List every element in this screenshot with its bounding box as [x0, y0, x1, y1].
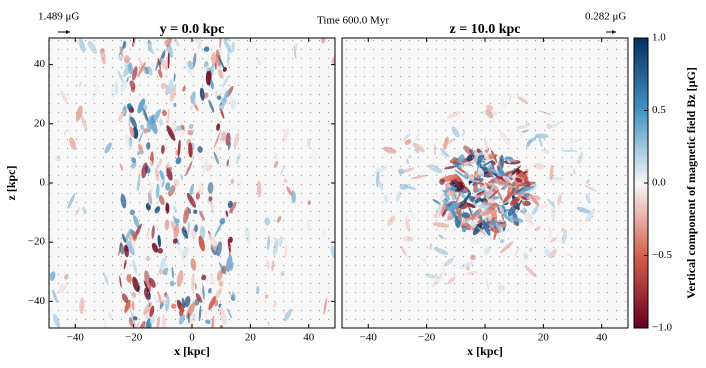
y-tick-label: 40: [34, 58, 46, 70]
x-tick-label: −40: [67, 332, 85, 344]
x-axis-label: x [kpc]: [467, 344, 503, 358]
quiver-field: [342, 38, 628, 328]
panel-title: z = 10.0 kpc: [450, 22, 521, 37]
y-tick-label: 20: [34, 117, 46, 129]
panel-title: y = 0.0 kpc: [160, 22, 225, 37]
reference-vector-label: 1.489 μG: [38, 11, 79, 23]
colorbar-tick-label: 0.0: [652, 177, 666, 189]
x-axis-label: x [kpc]: [174, 344, 210, 358]
reference-arrow-head: [66, 30, 70, 34]
reference-arrow-head: [612, 30, 616, 34]
x-tick-label: 40: [596, 332, 608, 344]
quiver-field: [49, 38, 335, 328]
x-tick-label: 20: [538, 332, 550, 344]
figure-title: Time 600.0 Myr: [317, 15, 389, 27]
reference-vector-label: 0.282 μG: [585, 11, 626, 23]
colorbar-tick-label: 0.5: [652, 104, 666, 116]
heatmap-image: [49, 38, 335, 328]
y-axis-label: z [kpc]: [4, 166, 18, 201]
x-tick-label: 40: [303, 332, 315, 344]
x-tick-label: 20: [245, 332, 257, 344]
y-tick-label: −20: [28, 236, 46, 248]
colorbar-label: Vertical component of magnetic field Bz …: [684, 67, 698, 299]
colorbar-tick-label: 1.0: [652, 32, 666, 44]
heatmap-image: [342, 38, 628, 328]
x-tick-label: −40: [360, 332, 378, 344]
x-tick-label: −20: [418, 332, 436, 344]
x-tick-label: −20: [125, 332, 143, 344]
colorbar-tick-label: −0.5: [652, 249, 672, 261]
y-tick-label: 0: [40, 177, 46, 189]
x-tick-label: 0: [482, 332, 488, 344]
y-tick-label: −40: [28, 295, 46, 307]
colorbar-tick-label: −1.0: [652, 322, 672, 334]
x-tick-label: 0: [189, 332, 195, 344]
